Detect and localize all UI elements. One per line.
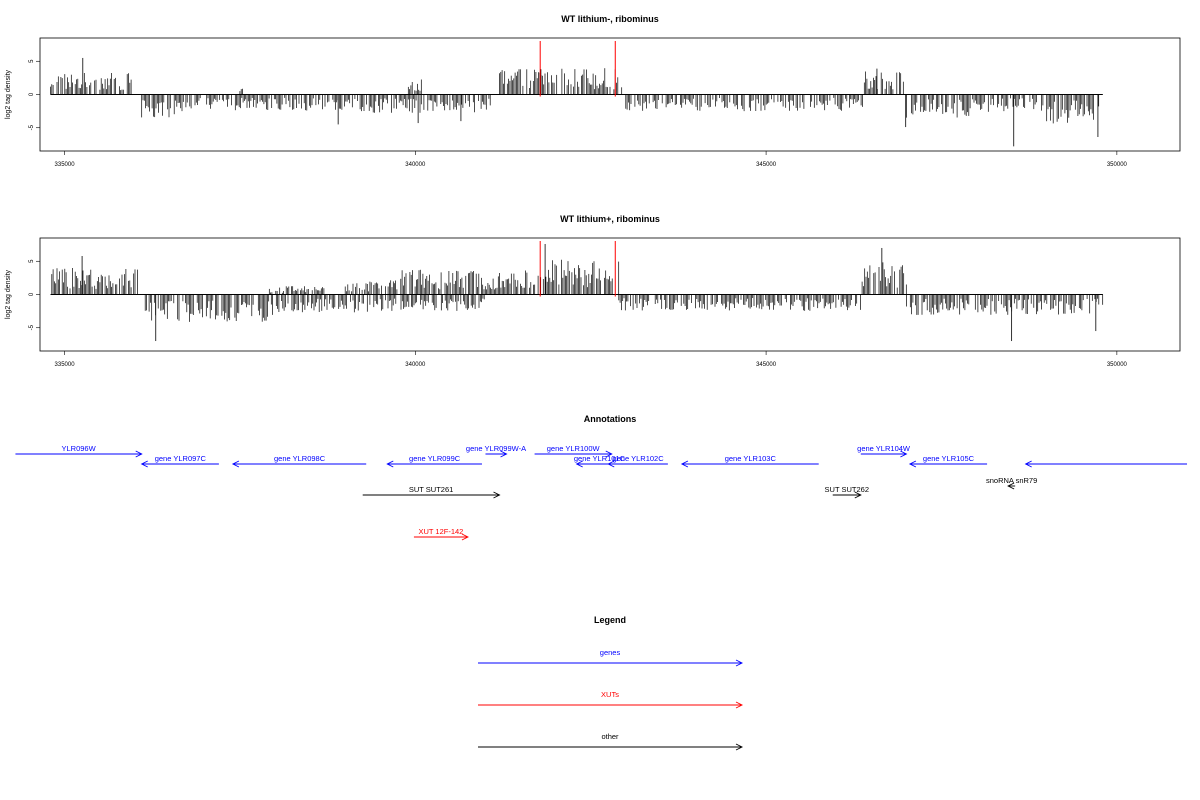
feature: snoRNA snR79: [986, 476, 1037, 490]
feature-arrow-head: [231, 460, 240, 468]
legend-item: genes: [478, 648, 744, 667]
feature: gene YLR099W-A: [466, 444, 526, 458]
feature-label: gene YLR101C: [574, 454, 626, 463]
feature: SUT SUT262: [825, 485, 869, 499]
feature-arrow-head: [854, 491, 862, 499]
feature-arrow-head: [607, 460, 615, 468]
feature-label: SUT SUT262: [825, 485, 869, 494]
legend: Legend genes XUTs other: [478, 615, 744, 751]
y-tick-label: -5: [29, 324, 35, 330]
feature-arrow-head: [493, 491, 501, 499]
feature-label: gene YLR099W-A: [466, 444, 526, 453]
y-axis-label: log2 tag density: [5, 69, 12, 119]
feature-arrow-head: [500, 450, 508, 458]
y-tick-label: 0: [29, 92, 35, 96]
feature-label: YLR096W: [61, 444, 96, 453]
feature: [1024, 460, 1188, 468]
y-tick-label: 5: [29, 59, 35, 63]
feature-arrow-head: [140, 460, 148, 468]
y-axis-label: log2 tag density: [5, 269, 12, 319]
feature-arrow-head: [135, 450, 143, 458]
feature-arrow-head: [908, 460, 917, 468]
feature: XUT 12F-142: [413, 527, 469, 541]
x-tick-label: 340000: [405, 162, 426, 168]
legend-title: Legend: [594, 615, 626, 625]
x-tick-label: 350000: [1107, 162, 1128, 168]
legend-item: XUTs: [478, 690, 744, 709]
y-tick-label: 0: [29, 292, 35, 296]
feature-label: gene YLR102C: [612, 454, 664, 463]
panel-title: WT lithium-, ribominus: [561, 14, 659, 24]
y-tick-label: 5: [29, 259, 35, 263]
legend-arrow-head: [735, 701, 744, 709]
legend-arrow-head: [735, 659, 744, 667]
feature: gene YLR105C: [908, 454, 988, 468]
feature-label: XUT 12F-142: [418, 527, 463, 536]
panel-1: WT lithium-, ribominus -5 0 5 log2 tag densi…: [5, 14, 1181, 168]
x-tick-label: 335000: [55, 362, 76, 368]
x-tick-label: 345000: [756, 362, 777, 368]
feature-arrow-head: [575, 460, 583, 468]
x-tick-label: 340000: [405, 362, 426, 368]
x-tick-label: 335000: [55, 162, 76, 168]
feature-arrow-head: [680, 460, 689, 468]
feature-arrow-head: [1007, 482, 1015, 490]
legend-item: other: [478, 732, 744, 751]
feature: gene YLR103C: [680, 454, 819, 468]
feature: gene YLR104W: [857, 444, 911, 458]
x-tick-label: 350000: [1107, 362, 1128, 368]
feature-arrow-head: [1024, 460, 1032, 468]
feature: YLR096W: [15, 444, 143, 458]
feature: gene YLR098C: [231, 454, 367, 468]
feature-arrow-head: [386, 460, 394, 468]
y-tick-label: -5: [29, 124, 35, 130]
annotations-track: Annotations YLR096W gene YLR097C gene YLR09…: [15, 414, 1188, 541]
feature-label: gene YLR098C: [274, 454, 326, 463]
legend-label: XUTs: [601, 690, 619, 699]
legend-label: other: [601, 732, 619, 741]
feature-label: snoRNA snR79: [986, 476, 1037, 485]
feature: gene YLR102C: [607, 454, 668, 468]
feature: gene YLR100W: [534, 444, 613, 458]
feature-label: gene YLR105C: [923, 454, 975, 463]
feature-label: gene YLR097C: [155, 454, 207, 463]
legend-arrow-head: [735, 743, 744, 751]
panel-2: WT lithium+, ribominus -5 0 5 log2 tag densi…: [5, 214, 1181, 368]
feature: SUT SUT261: [362, 485, 501, 499]
x-tick-label: 345000: [756, 162, 777, 168]
feature-label: gene YLR099C: [409, 454, 461, 463]
annotations-title: Annotations: [584, 414, 637, 424]
feature: gene YLR099C: [386, 454, 482, 468]
feature-label: gene YLR100W: [547, 444, 601, 453]
feature-label: gene YLR104W: [857, 444, 911, 453]
legend-label: genes: [600, 648, 621, 657]
feature-arrow-head: [605, 450, 613, 458]
feature: gene YLR097C: [140, 454, 219, 468]
feature-label: SUT SUT261: [409, 485, 453, 494]
feature-arrow-head: [461, 533, 469, 541]
feature-arrow-head: [900, 450, 908, 458]
feature-label: gene YLR103C: [725, 454, 777, 463]
panel-title: WT lithium+, ribominus: [560, 214, 660, 224]
